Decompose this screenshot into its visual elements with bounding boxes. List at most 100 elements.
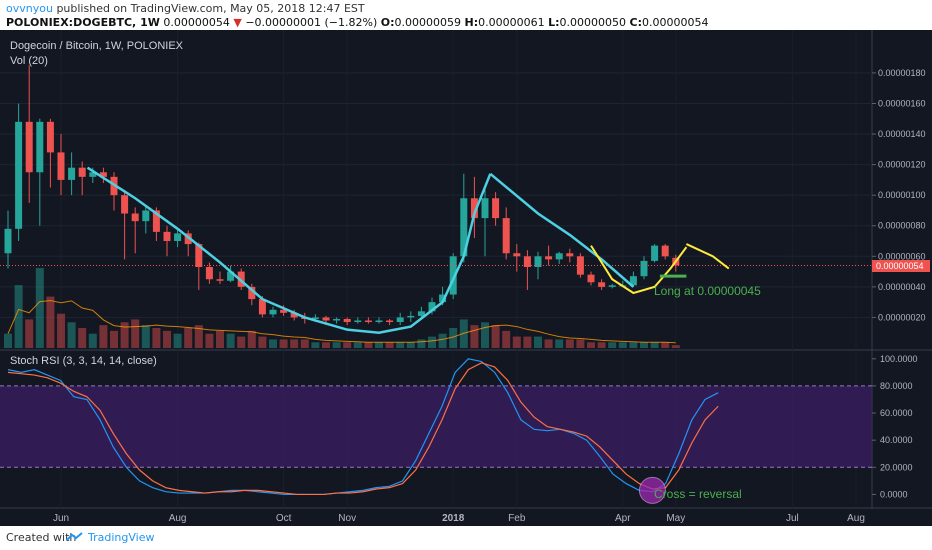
volume-bar bbox=[205, 333, 214, 348]
volume-bar bbox=[587, 342, 595, 348]
chart-svg[interactable]: 0.00000020 0.00000040 0.00000060 0.00000080… bbox=[0, 30, 932, 526]
volume-bar bbox=[216, 330, 224, 348]
volume-bar bbox=[597, 342, 606, 348]
candle-body bbox=[333, 318, 341, 321]
volume-bar bbox=[35, 268, 44, 348]
candle-body bbox=[513, 253, 521, 257]
candle-body bbox=[545, 256, 553, 260]
volume-bar bbox=[322, 342, 330, 348]
volume-bar bbox=[491, 325, 500, 348]
volume-bar bbox=[544, 339, 553, 348]
candle-body bbox=[290, 312, 298, 318]
candle-body bbox=[364, 320, 372, 323]
volume-bar bbox=[353, 342, 362, 348]
candle-body bbox=[661, 245, 669, 257]
volume-bar bbox=[247, 330, 256, 348]
high-value: 0.00000061 bbox=[478, 16, 545, 29]
candle-body bbox=[322, 317, 330, 321]
volume-bar bbox=[470, 325, 479, 348]
tradingview-brand-link[interactable]: TradingView bbox=[88, 531, 155, 544]
rsi-tick-label: 40.0000 bbox=[880, 435, 913, 445]
volume-bar bbox=[364, 342, 373, 348]
chart-area[interactable]: 0.00000020 0.00000040 0.00000060 0.00000080… bbox=[0, 30, 932, 526]
candle-body bbox=[311, 317, 319, 319]
descending-trendline bbox=[489, 172, 635, 288]
volume-bar bbox=[258, 336, 267, 348]
time-tick-label: 2018 bbox=[442, 513, 465, 524]
candle-body bbox=[598, 282, 606, 287]
volume-bar bbox=[237, 336, 246, 348]
price-tick-label: 0.00000040 bbox=[878, 282, 926, 292]
tradingview-logo-icon bbox=[66, 532, 83, 541]
candle-body bbox=[258, 299, 266, 315]
candle-body bbox=[68, 167, 76, 180]
rsi-tick-label: 20.0000 bbox=[880, 462, 913, 472]
candle-body bbox=[343, 318, 351, 323]
time-tick-label: Jun bbox=[53, 513, 69, 524]
candle-body bbox=[78, 167, 86, 177]
volume-bar bbox=[57, 313, 65, 348]
volume-bar bbox=[523, 336, 532, 348]
volume-bar bbox=[152, 328, 161, 348]
candle-body bbox=[417, 311, 425, 316]
candle-body bbox=[460, 198, 468, 257]
volume-bar bbox=[449, 328, 458, 348]
volume-bar bbox=[428, 336, 436, 348]
last-price-tag-bg bbox=[872, 260, 930, 272]
volume-bar bbox=[385, 342, 394, 348]
volume-bar bbox=[555, 339, 564, 348]
candle-body bbox=[375, 320, 383, 323]
time-tick-label: Feb bbox=[508, 513, 526, 524]
volume-bar bbox=[194, 325, 203, 348]
volume-layer bbox=[4, 268, 680, 348]
long-annotation: Long at 0.00000045 bbox=[654, 284, 761, 298]
candle-body bbox=[640, 260, 648, 277]
price-tick-label: 0.00000180 bbox=[878, 68, 926, 78]
candle-body bbox=[555, 253, 563, 260]
volume-bar bbox=[4, 333, 12, 348]
author-link[interactable]: ovvnyou bbox=[6, 2, 53, 15]
volume-bar bbox=[618, 342, 627, 348]
candle-body bbox=[439, 294, 447, 303]
volume-bar bbox=[14, 285, 23, 348]
candle-body bbox=[152, 210, 160, 232]
candle-body bbox=[576, 256, 584, 275]
candle-body bbox=[248, 286, 256, 300]
time-tick-label: Aug bbox=[847, 513, 865, 524]
candle-body bbox=[4, 228, 12, 254]
volume-bar bbox=[671, 345, 680, 348]
candle-body bbox=[566, 253, 574, 257]
published-text: published on TradingView.com, May 05, 20… bbox=[56, 2, 365, 15]
volume-bar bbox=[226, 333, 235, 348]
down-arrow-icon: ▼ bbox=[233, 16, 242, 29]
volume-bar bbox=[502, 330, 511, 348]
candle-body bbox=[396, 317, 404, 323]
yellow-down-line bbox=[685, 243, 730, 270]
candle-body bbox=[269, 309, 277, 315]
time-tick-label: Apr bbox=[615, 513, 631, 524]
rsi-tick-label: 60.0000 bbox=[880, 408, 913, 418]
volume-bar bbox=[332, 342, 341, 348]
stoch-rsi-label: Stoch RSI (3, 3, 14, 14, close) bbox=[10, 355, 157, 367]
candle-layer bbox=[4, 65, 680, 326]
volume-bar bbox=[120, 322, 129, 348]
candle-body bbox=[502, 218, 510, 254]
volume-bar bbox=[640, 342, 648, 348]
volume-bar bbox=[417, 339, 426, 348]
volume-bar bbox=[141, 325, 150, 348]
volume-bar bbox=[375, 342, 383, 348]
time-tick-label: May bbox=[666, 513, 685, 524]
volume-bar bbox=[46, 296, 55, 348]
volume-bar bbox=[438, 333, 447, 348]
volume-indicator-label: Vol (20) bbox=[10, 55, 48, 67]
volume-bar bbox=[406, 342, 415, 348]
candle-body bbox=[163, 231, 171, 242]
candle-body bbox=[534, 256, 542, 268]
volume-bar bbox=[110, 330, 118, 348]
candle-body bbox=[386, 320, 394, 323]
candle-body bbox=[470, 198, 478, 219]
time-tick-label: Jul bbox=[786, 513, 799, 524]
time-tick-label: Oct bbox=[276, 513, 292, 524]
volume-bar bbox=[343, 342, 352, 348]
candle-body bbox=[354, 320, 362, 323]
